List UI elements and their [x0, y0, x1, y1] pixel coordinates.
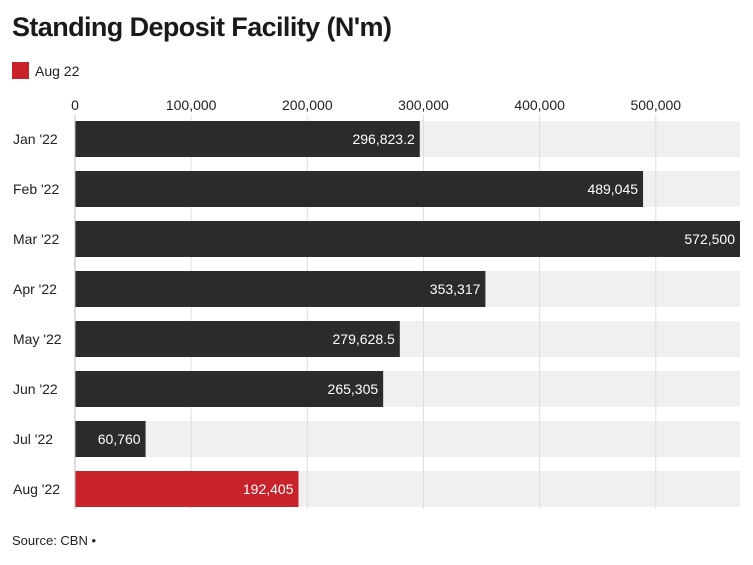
x-tick-label: 300,000: [398, 97, 449, 113]
bar: [75, 121, 420, 157]
value-label: 572,500: [684, 231, 735, 247]
bar: [75, 371, 384, 407]
value-label: 353,317: [430, 281, 481, 297]
category-label: Jul '22: [13, 431, 53, 447]
value-label: 489,045: [587, 181, 638, 197]
bar: [75, 221, 740, 257]
legend-label: Aug 22: [35, 62, 80, 79]
category-label: Jun '22: [13, 381, 58, 397]
x-tick-label: 200,000: [282, 97, 333, 113]
value-label: 192,405: [243, 481, 294, 497]
value-label: 60,760: [98, 431, 141, 447]
bar: [75, 321, 400, 357]
bar: [75, 271, 486, 307]
chart-title: Standing Deposit Facility (N'm): [12, 12, 392, 42]
bar-track: [75, 421, 740, 457]
category-label: Feb '22: [13, 181, 59, 197]
source-note: Source: CBN •: [12, 533, 97, 548]
x-tick-label: 0: [71, 97, 79, 113]
bar: [75, 421, 146, 457]
legend-swatch: [12, 62, 29, 79]
x-tick-label: 500,000: [630, 97, 681, 113]
bar-chart: 0 100,000 200,000 300,000 400,000 500,000 Jan …: [13, 97, 740, 509]
x-tick-label: 400,000: [514, 97, 565, 113]
bar: [75, 171, 644, 207]
value-label: 296,823.2: [352, 131, 414, 147]
category-label: Jan '22: [13, 131, 58, 147]
value-label: 279,628.5: [333, 331, 395, 347]
value-label: 265,305: [328, 381, 379, 397]
category-label: Apr '22: [13, 281, 57, 297]
category-label: Mar '22: [13, 231, 59, 247]
x-tick-label: 100,000: [166, 97, 217, 113]
bar: [75, 471, 299, 507]
category-label: Aug '22: [13, 481, 60, 497]
category-label: May '22: [13, 331, 62, 347]
legend: Aug 22: [12, 62, 79, 79]
